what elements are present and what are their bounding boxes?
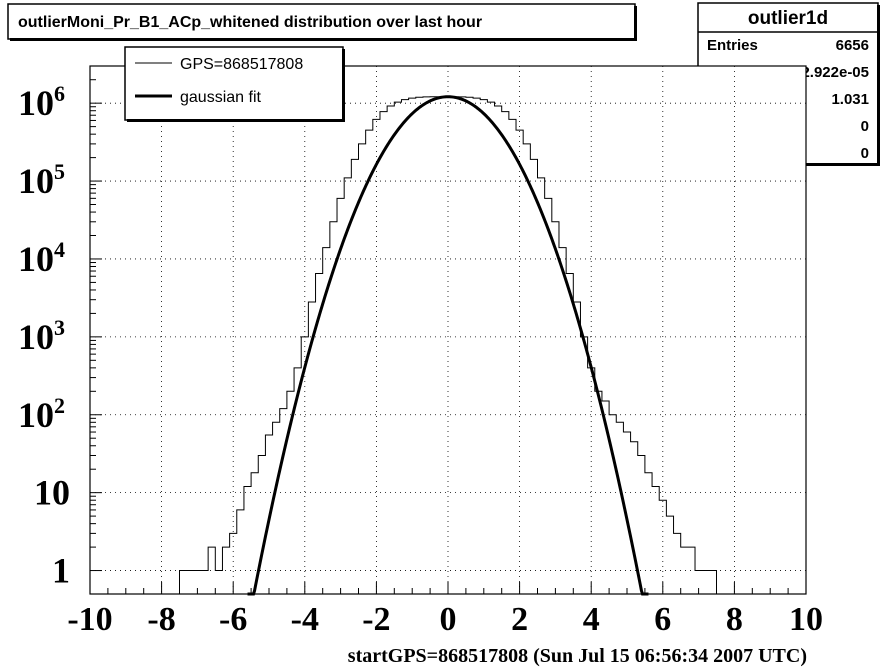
x-tick-label: 2 [511, 601, 528, 638]
x-tick-label: 10 [789, 601, 823, 638]
y-tick-exponent: 6 [54, 81, 65, 106]
chart-title: outlierMoni_Pr_B1_ACp_whitened distribut… [18, 14, 482, 31]
plot-frame [89, 65, 807, 595]
y-tick-label: 10 [18, 161, 54, 201]
x-tick-label: -6 [219, 601, 247, 638]
stats-label: Entries [707, 37, 758, 54]
legend-label: gaussian fit [180, 89, 261, 106]
x-tick-label: 8 [726, 601, 743, 638]
series-gaussian-fit [247, 95, 649, 596]
y-tick-label: 10 [18, 239, 54, 279]
stats-value: 0 [861, 145, 869, 162]
y-tick-label: 10 [34, 473, 70, 513]
x-tick-label: -2 [362, 601, 390, 638]
stats-value: 6656 [836, 37, 869, 54]
x-tick-label: 6 [654, 601, 671, 638]
stats-value: 2.922e-05 [801, 64, 869, 81]
y-tick-exponent: 5 [54, 159, 65, 184]
legend-label: GPS=868517808 [180, 56, 303, 73]
x-tick-label: -10 [67, 601, 112, 638]
x-tick-label: 0 [440, 601, 457, 638]
legend: GPS=868517808 gaussian fit [124, 46, 345, 122]
y-tick-label: 1 [52, 551, 70, 591]
y-tick-exponent: 2 [54, 393, 65, 418]
stats-value: 1.031 [831, 91, 869, 108]
y-tick-label: 10 [18, 395, 54, 435]
x-axis-label: startGPS=868517808 (Sun Jul 15 06:56:34 … [348, 645, 807, 667]
y-tick-label: 10 [18, 317, 54, 357]
x-tick-label: -4 [291, 601, 319, 638]
y-tick-exponent: 3 [54, 315, 65, 340]
stats-value: 0 [861, 118, 869, 135]
x-tick-label: -8 [147, 601, 175, 638]
y-tick-label: 10 [18, 83, 54, 123]
y-tick-exponent: 4 [54, 237, 65, 262]
stats-box-name: outlier1d [748, 8, 828, 29]
x-tick-label: 4 [583, 601, 600, 638]
title-box: outlierMoni_Pr_B1_ACp_whitened distribut… [7, 3, 637, 41]
